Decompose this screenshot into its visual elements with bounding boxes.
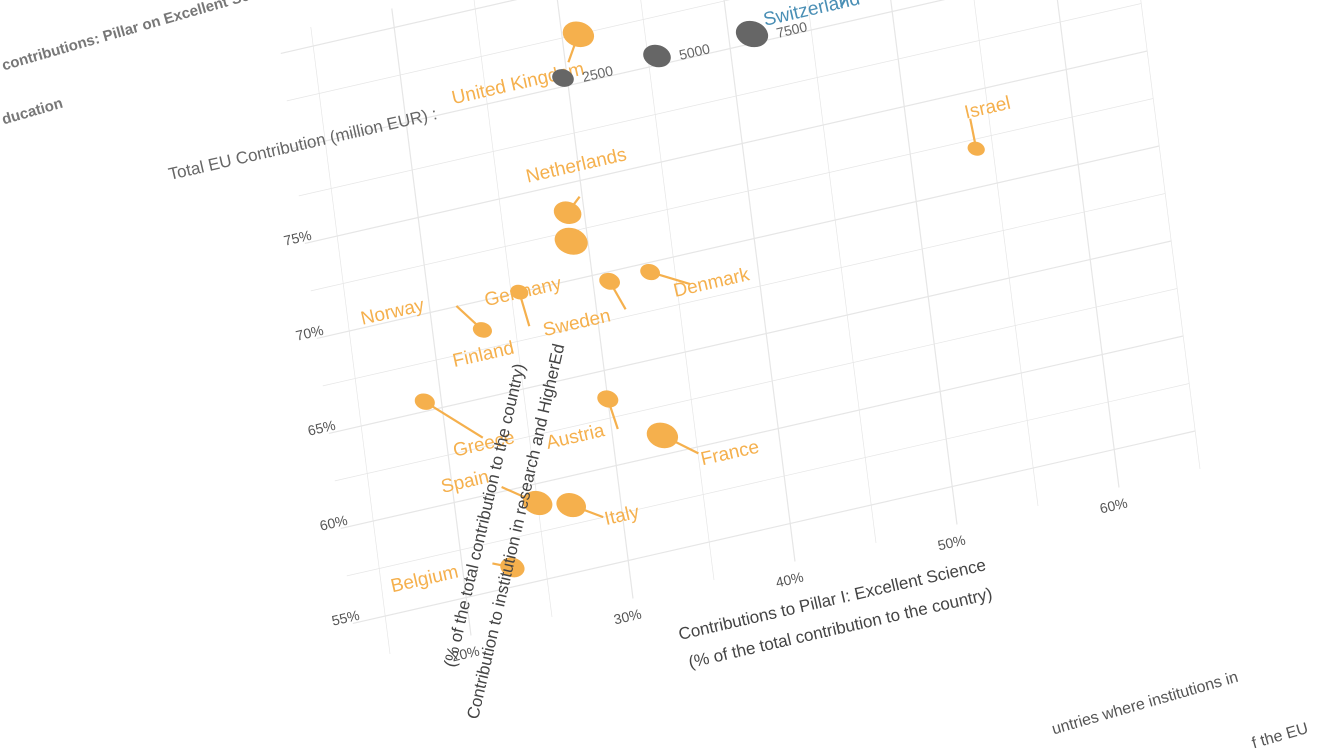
legend-title: Total EU Contribution (million EUR) : (167, 104, 439, 184)
legend-bubble (643, 44, 671, 68)
point-italy (556, 493, 587, 518)
leader-line (424, 400, 484, 439)
y-tick-label: 70% (294, 322, 325, 344)
y-tick-label: 75% (282, 227, 313, 249)
grid-line-x (1056, 0, 1120, 488)
point-label: Italy (603, 502, 642, 530)
legend-size-label: 7500 (775, 18, 809, 41)
point-greece (414, 393, 435, 410)
grid-line-x (890, 0, 958, 525)
grid-line-x (391, 8, 472, 636)
x-tick-label: 30% (612, 606, 643, 628)
grid-line-y (286, 0, 731, 102)
point-label: Finland (451, 338, 516, 372)
grid-line-x (807, 0, 877, 544)
grid-line-y (298, 3, 1142, 197)
point-germany (554, 227, 588, 255)
point-norway (472, 322, 492, 338)
grid-line-x (1140, 0, 1201, 470)
grid-line-y (316, 145, 1160, 339)
point-label: Denmark (672, 264, 752, 302)
point-label: Belgium (389, 562, 461, 598)
x-tick-label: 60% (1098, 495, 1129, 517)
grid-line-y (304, 50, 1148, 244)
x-tick-label: 20% (450, 643, 481, 665)
point-finland (510, 284, 529, 300)
y-tick-label: 55% (330, 607, 361, 629)
point-austria (597, 390, 619, 408)
axis-ticks: 20% 30% 40% 50% 60% 55% 60% 65% 70% 75% (282, 227, 1129, 665)
point-label: Norway (359, 295, 427, 330)
grid-line-x (973, 0, 1039, 507)
point-label: Israel (963, 93, 1013, 124)
point-label: Sweden (541, 305, 613, 341)
point-france (646, 422, 679, 449)
data-points: United KingdomSwitzerlandNetherlandsGerm… (359, 0, 1013, 597)
grid (280, 0, 1201, 655)
grid-line-x (723, 0, 796, 562)
grid-line-y (322, 193, 1166, 387)
grid-line-y (340, 335, 1184, 529)
legend-size-label: 2500 (581, 62, 615, 85)
grid-line-y (280, 0, 518, 54)
grid-line-y (310, 98, 1154, 292)
y-tick-label: 60% (318, 512, 349, 534)
legend-bubble (735, 20, 769, 48)
point-belgium (500, 557, 525, 578)
point-israel (967, 141, 985, 156)
leader-line (840, 0, 846, 8)
grid-line-y (352, 430, 1196, 624)
point-denmark (640, 263, 661, 281)
legend-bubble (552, 69, 574, 87)
y-tick-label: 65% (306, 417, 337, 439)
point-netherlands (553, 201, 582, 224)
scatter-chart: 20% 30% 40% 50% 60% 55% 60% 65% 70% 75% United Ki… (167, 0, 1201, 721)
grid-line-x (310, 26, 391, 655)
point-united-kingdom (562, 21, 595, 48)
point-spain (522, 490, 553, 516)
point-label: France (699, 437, 761, 471)
grid-line-y (334, 288, 1178, 482)
grid-line-y (346, 383, 1190, 577)
x-tick-label: 50% (936, 532, 967, 554)
grid-line-y (328, 240, 1172, 434)
point-sweden (599, 272, 620, 290)
point-label: Austria (544, 420, 607, 454)
x-tick-label: 40% (774, 569, 805, 591)
grid-line-y (292, 0, 946, 149)
legend-size-label: 5000 (678, 40, 712, 63)
